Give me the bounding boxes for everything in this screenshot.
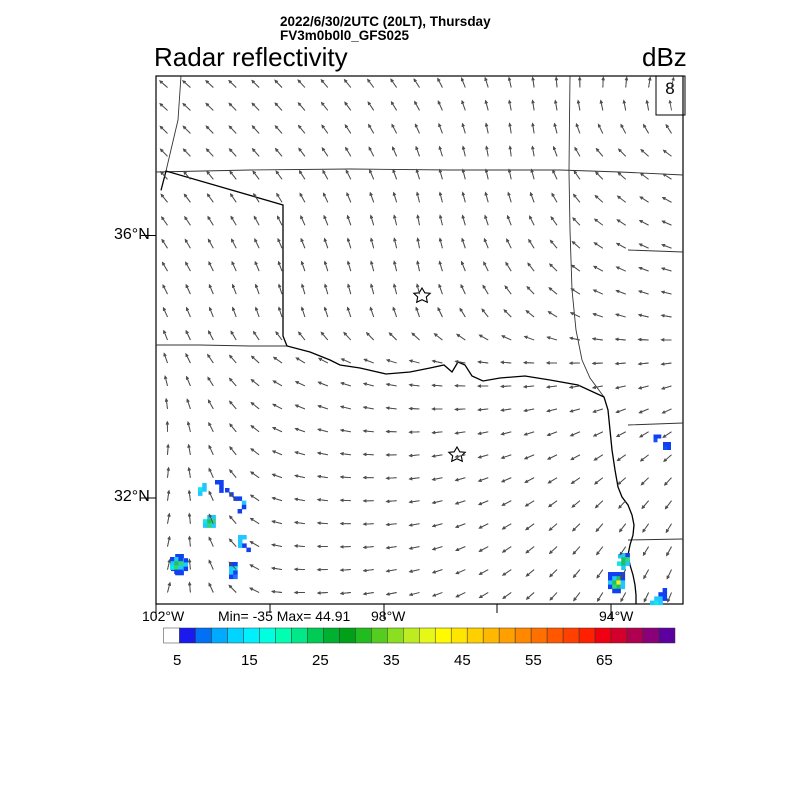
svg-text:8: 8 xyxy=(665,79,674,98)
